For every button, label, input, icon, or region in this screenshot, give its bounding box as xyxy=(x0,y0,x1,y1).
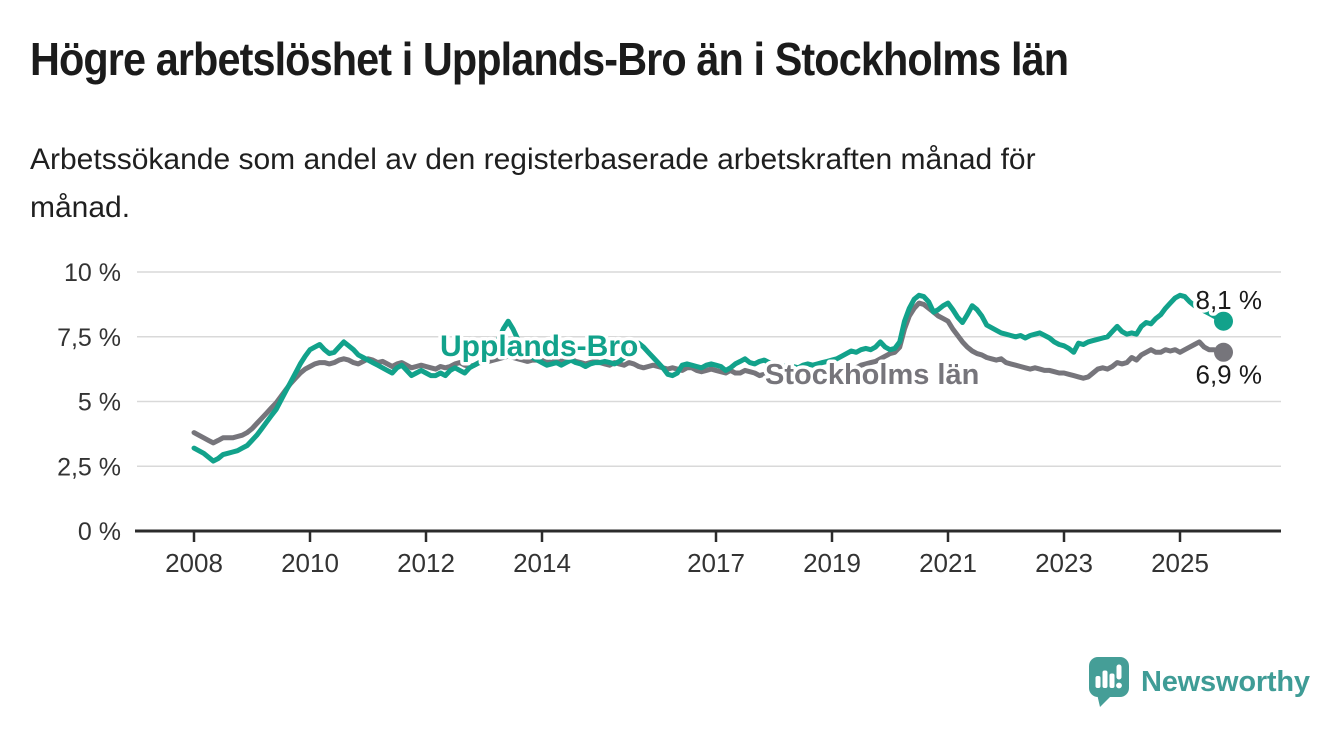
end-value-label: 8,1 % xyxy=(1196,285,1263,315)
y-tick-label: 7,5 % xyxy=(57,324,121,352)
x-tick-label: 2025 xyxy=(1151,548,1209,578)
x-tick-label: 2008 xyxy=(165,548,223,578)
chart-subtitle-line-2: månad. xyxy=(30,191,131,224)
page-title: Högre arbetslöshet i Upplands-Bro än i S… xyxy=(30,33,1069,85)
newsworthy-logo: Newsworthy xyxy=(1088,657,1310,707)
bar-chart-speech-bubble-icon xyxy=(1089,657,1129,707)
x-tick-label: 2021 xyxy=(919,548,977,578)
y-tick-label: 2,5 % xyxy=(57,453,121,481)
series-label-stockholms-lan: Stockholms län xyxy=(765,359,979,391)
x-tick-label: 2014 xyxy=(513,548,571,578)
end-dot xyxy=(1214,342,1233,362)
series-label-upplands-bro: Upplands-Bro xyxy=(440,330,638,363)
y-tick-label: 0 % xyxy=(78,518,121,546)
x-tick-label: 2019 xyxy=(803,548,861,578)
x-tick-label: 2012 xyxy=(397,548,455,578)
x-tick-label: 2010 xyxy=(281,548,339,578)
chart-subtitle: Arbetssökande som andel av den registerb… xyxy=(30,136,1036,232)
newsworthy-logo-text: Newsworthy xyxy=(1141,665,1310,698)
end-value-label: 6,9 % xyxy=(1196,359,1263,389)
series-line-upplands-bro xyxy=(191,292,1226,464)
y-tick-label: 5 % xyxy=(78,389,121,417)
x-tick-label: 2023 xyxy=(1035,548,1093,578)
chart-subtitle-line-1: Arbetssökande som andel av den registerb… xyxy=(30,143,1036,176)
series-line-stockholms-län xyxy=(191,300,1226,446)
y-tick-label: 10 % xyxy=(64,259,121,287)
end-dot xyxy=(1214,311,1233,331)
x-tick-label: 2017 xyxy=(687,548,745,578)
